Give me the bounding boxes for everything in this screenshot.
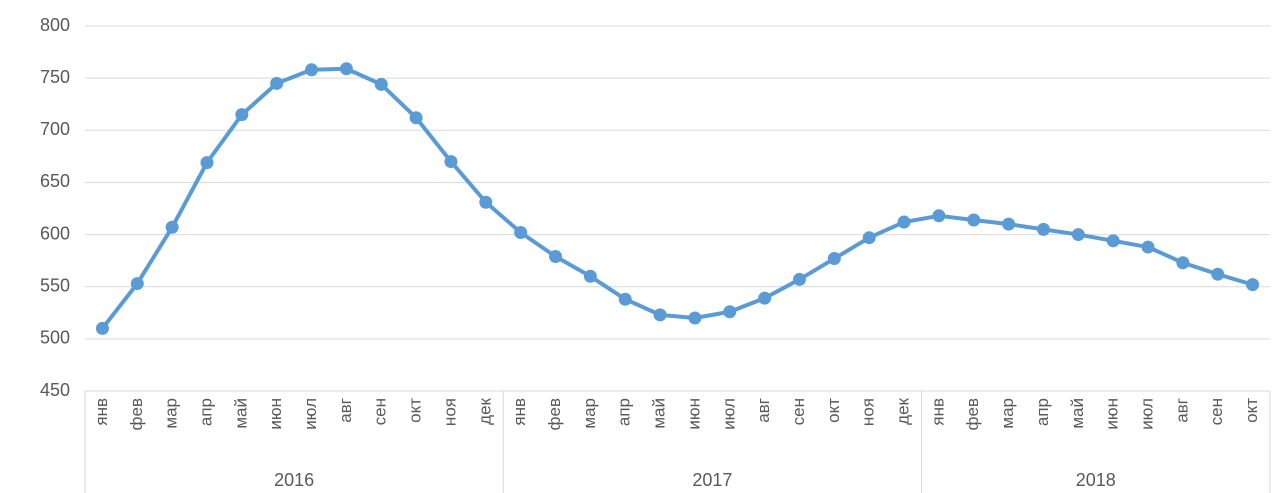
x-tick-label: мар: [162, 398, 181, 429]
line: [100, 66, 1254, 330]
marker: [1246, 278, 1260, 292]
x-tick-label: апр: [196, 398, 215, 426]
marker: [583, 269, 597, 283]
y-tick-label: 700: [40, 119, 70, 139]
marker: [514, 225, 528, 239]
x-tick-label: май: [231, 398, 250, 429]
marker: [688, 311, 702, 325]
y-tick-label: 550: [40, 275, 70, 295]
x-tick-label: авг: [1172, 398, 1191, 423]
x-tick-label: июн: [266, 398, 285, 430]
marker: [792, 272, 806, 286]
marker: [653, 308, 667, 322]
marker: [862, 231, 876, 245]
x-tick-label: окт: [824, 398, 843, 423]
x-tick-label: июл: [719, 398, 738, 430]
marker: [1141, 240, 1155, 254]
marker: [200, 156, 214, 170]
marker: [130, 277, 144, 291]
x-tick-label: мар: [998, 398, 1017, 429]
marker: [758, 291, 772, 305]
marker: [270, 76, 284, 90]
x-tick-label: сен: [789, 398, 808, 425]
x-tick-label: май: [1068, 398, 1087, 429]
x-tick-label: янв: [928, 398, 947, 426]
x-tick-label: авг: [336, 398, 355, 423]
marker: [723, 305, 737, 319]
x-tick-label: июн: [1103, 398, 1122, 430]
marker: [932, 209, 946, 223]
group-label: 2017: [692, 470, 732, 490]
x-tick-label: фев: [127, 398, 146, 430]
marker: [897, 215, 911, 229]
marker: [1036, 222, 1050, 236]
x-tick-label: апр: [615, 398, 634, 426]
y-tick-label: 600: [40, 223, 70, 243]
x-tick-label: мар: [580, 398, 599, 429]
marker: [967, 213, 981, 227]
marker: [1106, 234, 1120, 248]
y-tick-label: 500: [40, 328, 70, 348]
marker: [1176, 256, 1190, 270]
y-tick-label: 450: [40, 380, 70, 400]
group-label: 2016: [274, 470, 314, 490]
x-tick-label: июл: [1137, 398, 1156, 430]
x-tick-label: ноя: [859, 398, 878, 426]
x-tick-label: янв: [92, 398, 111, 426]
marker: [339, 62, 353, 76]
x-tick-label: дек: [894, 397, 913, 424]
marker: [305, 63, 319, 77]
marker: [1211, 267, 1225, 281]
group-label: 2018: [1076, 470, 1116, 490]
marker: [95, 321, 109, 335]
x-tick-label: янв: [510, 398, 529, 426]
x-tick-label: фев: [545, 398, 564, 430]
x-tick-label: дек: [475, 397, 494, 424]
marker: [618, 292, 632, 306]
y-tick-label: 650: [40, 171, 70, 191]
marker: [444, 155, 458, 169]
marker: [235, 108, 249, 122]
x-tick-label: фев: [963, 398, 982, 430]
marker: [479, 195, 493, 209]
x-tick-label: сен: [371, 398, 390, 425]
marker: [1002, 217, 1016, 231]
marker: [409, 111, 423, 125]
y-tick-label: 800: [40, 15, 70, 35]
y-tick-label: 750: [40, 67, 70, 87]
marker: [165, 220, 179, 234]
x-tick-label: май: [650, 398, 669, 429]
x-tick-label: ноя: [440, 398, 459, 426]
x-tick-label: апр: [1033, 398, 1052, 426]
x-tick-label: июн: [684, 398, 703, 430]
marker: [1071, 228, 1085, 242]
x-tick-label: окт: [406, 398, 425, 423]
marker: [827, 252, 841, 266]
marker: [374, 77, 388, 91]
x-tick-label: июл: [301, 398, 320, 430]
x-tick-label: сен: [1207, 398, 1226, 425]
x-tick-label: окт: [1242, 398, 1261, 423]
marker: [549, 249, 563, 263]
x-tick-label: авг: [754, 398, 773, 423]
